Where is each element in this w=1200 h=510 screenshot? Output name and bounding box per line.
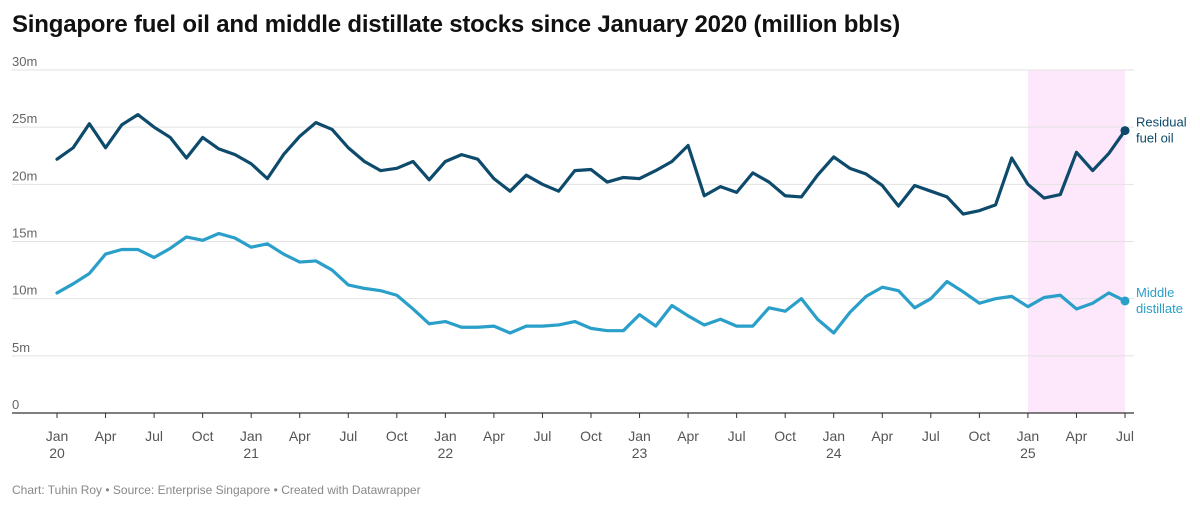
y-tick-label: 25m	[12, 111, 37, 126]
series-line-residual-fuel-oil	[55, 112, 1127, 216]
x-tick-label: Apr	[95, 428, 117, 444]
y-tick-label: 30m	[12, 54, 37, 69]
x-tick-year-label: 20	[49, 445, 65, 461]
x-tick-label: Jan	[822, 428, 845, 444]
series-label-middle-distillate: distillate	[1136, 301, 1183, 316]
series-end-point-residual-fuel-oil	[1120, 126, 1130, 136]
chart-footer: Chart: Tuhin Roy • Source: Enterprise Si…	[12, 483, 421, 497]
x-tick-year-label: 22	[438, 445, 454, 461]
series-label-residual-fuel-oil: fuel oil	[1136, 131, 1174, 146]
y-tick-label: 20m	[12, 168, 37, 183]
x-tick-label: Jul	[728, 428, 746, 444]
x-tick-label: Oct	[774, 428, 796, 444]
y-tick-label: 0	[12, 397, 19, 412]
x-tick-label: Apr	[483, 428, 505, 444]
series-label-middle-distillate: Middle	[1136, 285, 1174, 300]
x-tick-label: Jan	[46, 428, 69, 444]
x-tick-label: Jan	[434, 428, 457, 444]
x-tick-label: Jan	[240, 428, 263, 444]
x-tick-label: Oct	[580, 428, 602, 444]
x-tick-label: Jul	[145, 428, 163, 444]
series-label-residual-fuel-oil: Residual	[1136, 115, 1187, 130]
x-tick-label: Oct	[968, 428, 990, 444]
x-tick-label: Apr	[871, 428, 893, 444]
x-tick-year-label: 23	[632, 445, 648, 461]
series-line-middle-distillate	[55, 231, 1127, 335]
series-end-point-middle-distillate	[1120, 296, 1130, 306]
x-tick-label: Jul	[534, 428, 552, 444]
x-tick-label: Apr	[1066, 428, 1088, 444]
x-tick-year-label: 25	[1020, 445, 1036, 461]
x-tick-label: Apr	[289, 428, 311, 444]
y-tick-label: 15m	[12, 226, 37, 241]
x-tick-label: Oct	[386, 428, 408, 444]
x-tick-label: Jul	[922, 428, 940, 444]
x-tick-label: Jan	[1017, 428, 1040, 444]
x-tick-year-label: 21	[243, 445, 259, 461]
x-tick-label: Jan	[628, 428, 651, 444]
x-tick-label: Jul	[339, 428, 357, 444]
x-tick-label: Oct	[192, 428, 214, 444]
x-tick-label: Apr	[677, 428, 699, 444]
chart-title: Singapore fuel oil and middle distillate…	[12, 11, 901, 38]
x-tick-label: Jul	[1116, 428, 1134, 444]
y-tick-label: 5m	[12, 340, 30, 355]
x-tick-year-label: 24	[826, 445, 842, 461]
y-tick-label: 10m	[12, 283, 37, 298]
